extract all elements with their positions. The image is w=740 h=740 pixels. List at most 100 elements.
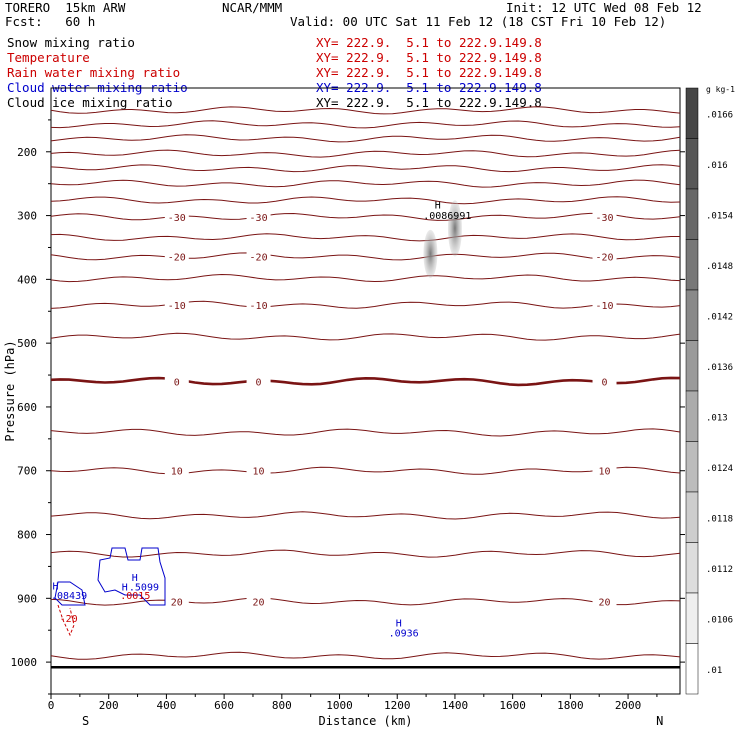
temperature-contour [50, 212, 681, 221]
contour-label-bg [246, 298, 271, 311]
extremum-label: .08439 [51, 591, 87, 602]
temperature-contour [50, 233, 680, 242]
x-tick-label: 800 [272, 699, 292, 712]
x-tick-label: 400 [156, 699, 176, 712]
contour-label-bg [164, 595, 189, 608]
contour-label: -10 [595, 301, 613, 312]
temperature-contour [50, 511, 681, 520]
x-end-label-north: N [656, 714, 663, 728]
cloud-ice-shading [447, 200, 462, 257]
y-tick-label: 200 [17, 146, 37, 159]
contour-label: -10 [168, 301, 186, 312]
y-tick-label: 700 [17, 465, 37, 478]
extremum-label: H [435, 201, 441, 212]
temperature-contour [50, 428, 681, 437]
extremum-label: .0015 [120, 591, 150, 602]
colorbar-label: .0142 [706, 312, 733, 322]
contour-label: -10 [250, 301, 268, 312]
colorbar-label: .013 [706, 413, 728, 423]
contour-label-bg [592, 595, 617, 608]
x-tick-label: 0 [48, 699, 55, 712]
contour-label-bg [164, 210, 189, 223]
contour-label: 20 [253, 598, 265, 609]
colorbar-label: .01 [706, 666, 722, 676]
temperature-contour [50, 134, 681, 143]
colorbar-segment [685, 491, 699, 543]
colorbar-segment [685, 289, 699, 341]
x-tick-label: 1200 [384, 699, 411, 712]
x-end-label-south: S [82, 714, 89, 728]
contour-label: -30 [595, 213, 613, 224]
extremum-label: .5099 [129, 583, 159, 594]
contour-label-bg [592, 375, 617, 388]
colorbar-segment [685, 138, 699, 190]
y-tick-label: 400 [17, 273, 37, 286]
contour-label-bg [164, 250, 189, 263]
colorbar-label: .0106 [706, 615, 733, 625]
contour-label-bg [592, 298, 617, 311]
contour-label-bg [246, 250, 271, 263]
field-name-snow: Snow mixing ratio [7, 35, 135, 50]
y-tick-label: 300 [17, 210, 37, 223]
colorbar-segment [685, 239, 699, 291]
colorbar-segment [685, 542, 699, 594]
field-name-temperature: Temperature [7, 50, 90, 65]
y-tick-label: 500 [17, 337, 37, 350]
contour-label: 10 [171, 467, 183, 478]
y-axis-title: Pressure (hPa) [3, 340, 17, 441]
cloud-water-contour [97, 547, 166, 606]
field-name-rain: Rain water mixing ratio [7, 65, 181, 80]
contour-label: -20 [595, 252, 613, 263]
temperature-contour [50, 149, 681, 158]
colorbar-segment [685, 592, 699, 644]
field-name-cloud-ice: Cloud ice mixing ratio [7, 95, 173, 110]
forecast-hour: Fcst: 60 h [5, 14, 96, 29]
x-tick-label: 200 [99, 699, 119, 712]
cloud-water-contour [54, 581, 86, 606]
contour-label: 0 [602, 377, 608, 388]
x-tick-label: 600 [214, 699, 234, 712]
field-xy-rain: XY= 222.9. 5.1 to 222.9.149.8 [316, 65, 542, 80]
colorbar-label: .0166 [706, 110, 733, 120]
colorbar-label: .0148 [706, 262, 733, 272]
colorbar-segment [685, 643, 699, 695]
y-tick-label: 1000 [11, 656, 38, 669]
extremum-label: -20 [60, 614, 78, 625]
colorbar-unit: g kg-1 [706, 85, 735, 94]
colorbar-segment [685, 188, 699, 240]
contour-label-bg [164, 298, 189, 311]
colorbar-segment [685, 340, 699, 392]
contour-label: 10 [253, 467, 265, 478]
contour-label: -30 [250, 213, 268, 224]
contour-label-bg [246, 375, 271, 388]
contour-label-bg [592, 210, 617, 223]
org-label: NCAR/MMM [222, 0, 283, 15]
x-tick-label: 1600 [499, 699, 526, 712]
contour-label-bg [164, 464, 189, 477]
colorbar-label: .016 [706, 161, 728, 171]
init-time: Init: 12 UTC Wed 08 Feb 12 [506, 0, 702, 15]
extremum-label: .0086991 [423, 211, 471, 222]
cloud-ice-shading [423, 229, 438, 278]
contour-label: -30 [168, 213, 186, 224]
contour-label-bg [592, 464, 617, 477]
plot-frame [50, 87, 681, 695]
extremum-label: .0936 [389, 629, 419, 640]
temperature-contour [50, 376, 681, 387]
contour-label: 20 [171, 598, 183, 609]
y-tick-label: 800 [17, 529, 37, 542]
contour-label-bg [246, 210, 271, 223]
temperature-contour [50, 549, 681, 558]
contour-label: -20 [168, 252, 186, 263]
x-tick-label: 1800 [557, 699, 584, 712]
contour-label-bg [164, 375, 189, 388]
model-title: TORERO 15km ARW [5, 0, 126, 15]
colorbar-segment [685, 441, 699, 493]
x-tick-label: 1000 [326, 699, 353, 712]
colorbar-label: .0154 [706, 211, 733, 221]
colorbar-label: .0124 [706, 464, 733, 474]
temperature-contour [50, 252, 681, 261]
contour-label-bg [246, 595, 271, 608]
colorbar-segment [685, 87, 699, 139]
